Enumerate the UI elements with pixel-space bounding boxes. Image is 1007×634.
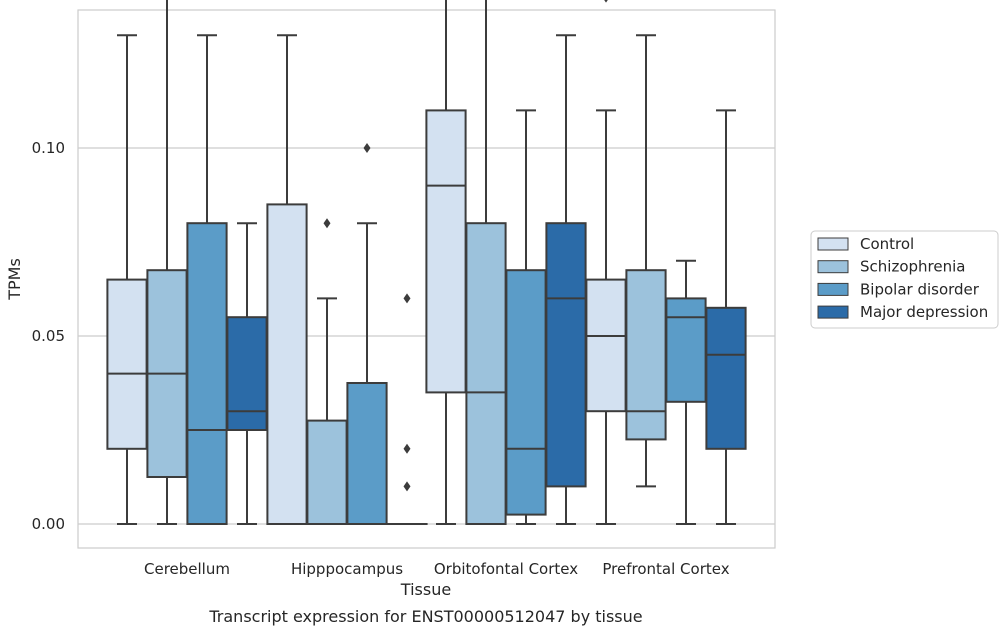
outlier-point [604, 0, 608, 3]
x-tick-labels: Cerebellum Hipppocampus Orbitofontal Corte… [144, 560, 730, 578]
y-axis-title: TPMs [5, 258, 24, 301]
x-tick-label: Prefrontal Cortex [602, 560, 729, 578]
box-body [186, 222, 228, 525]
box-bipolar-disorder [665, 259, 707, 525]
box-bipolar-disorder [186, 34, 228, 525]
box-body [346, 382, 388, 525]
box-control [425, 0, 467, 525]
box-schizophrenia [625, 34, 667, 488]
legend-label: Control [860, 235, 914, 253]
box-schizophrenia [306, 218, 348, 526]
outlier-point [323, 218, 331, 229]
box-body [665, 297, 707, 403]
legend-swatch [817, 282, 849, 296]
legend-frame [810, 230, 999, 329]
x-tick-label: Orbitofontal Cortex [434, 560, 578, 578]
box-body [266, 203, 308, 525]
outlier-point [403, 481, 411, 492]
x-axis-title: Tissue [400, 580, 451, 599]
outlier-point [403, 443, 411, 454]
plot-frame [77, 9, 776, 549]
outlier-point [363, 143, 371, 153]
box-bipolar-disorder [505, 109, 547, 525]
legend-swatch [817, 305, 849, 319]
y-tick-label: 0.00 [32, 515, 65, 533]
figure-caption: Transcript expression for ENST0000051204… [208, 607, 642, 626]
box-body [545, 222, 587, 488]
box-bipolar-disorder [346, 143, 388, 525]
y-tick-label: 0.10 [32, 139, 65, 157]
box-body [226, 316, 268, 432]
box-major-depression [386, 293, 428, 526]
box-body [625, 269, 667, 441]
box-body [705, 306, 747, 450]
box-schizophrenia [146, 0, 188, 525]
x-tick-label: Hipppocampus [291, 560, 403, 578]
box-major-depression [705, 109, 747, 525]
legend: Control Schizophrenia Bipolar disorder Majo… [810, 230, 999, 329]
box-marks [106, 0, 747, 526]
legend-swatch [817, 260, 849, 274]
box-major-depression [545, 34, 587, 525]
legend-label: Major depression [860, 303, 988, 321]
legend-label: Bipolar disorder [860, 280, 980, 298]
box-control [585, 0, 627, 525]
x-tick-label: Cerebellum [144, 560, 230, 578]
box-control [266, 34, 308, 525]
box-body [425, 109, 467, 394]
box-schizophrenia [465, 0, 507, 525]
box-body [306, 419, 348, 526]
box-body [505, 269, 547, 516]
box-major-depression [226, 222, 268, 525]
outlier-point [403, 293, 411, 304]
box-body [106, 278, 148, 450]
y-tick-label: 0.05 [32, 327, 65, 345]
legend-label: Schizophrenia [860, 258, 965, 276]
box-body [465, 222, 507, 525]
box-body [585, 278, 627, 413]
legend-swatch [817, 237, 849, 251]
box-control [106, 34, 148, 525]
y-tick-labels: 0.000.050.100.150.200.25 [32, 139, 65, 533]
